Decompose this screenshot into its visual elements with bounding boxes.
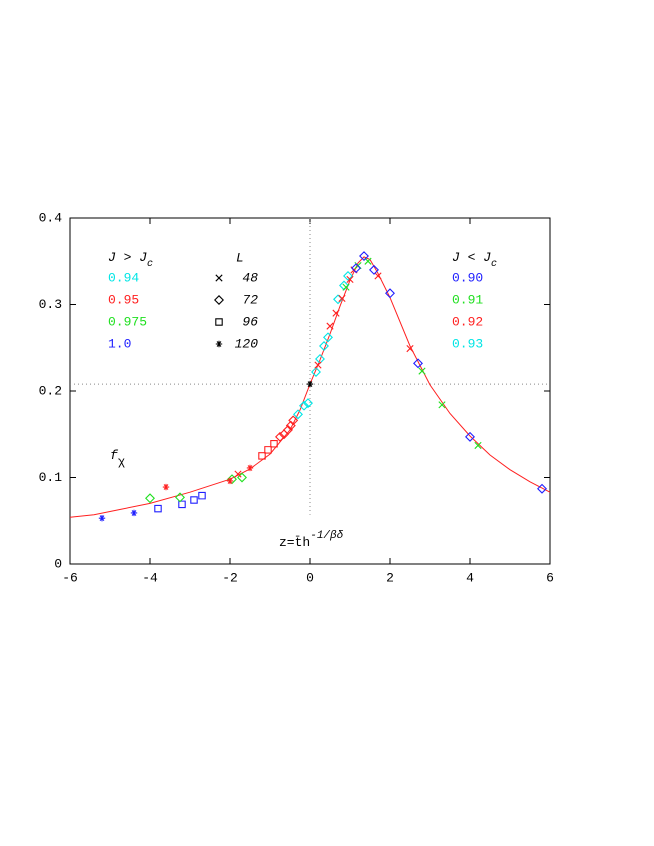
data-point [351, 263, 361, 274]
data-point [299, 400, 309, 411]
y-tick-label: 0.3 [39, 297, 62, 312]
data-point [338, 294, 346, 303]
data-point [474, 441, 482, 450]
legend-title: J > Jc [108, 250, 153, 269]
legend-label: 0.94 [108, 270, 139, 285]
y-tick-label: 0.1 [39, 470, 63, 485]
x-tick-label: 2 [386, 570, 394, 585]
data-point [145, 493, 155, 504]
data-point [178, 500, 186, 509]
data-point [418, 367, 426, 375]
data-point [537, 483, 547, 494]
y-tick-label: 0.4 [39, 210, 63, 225]
data-point [438, 401, 446, 409]
x-label-sup: -1/βδ [310, 530, 343, 542]
legend-label: 0.92 [452, 314, 483, 329]
data-point [162, 483, 170, 491]
data-point [175, 492, 185, 503]
data-point [374, 272, 382, 280]
x-tick-label: 0 [306, 570, 314, 585]
data-point [465, 431, 475, 442]
legend-label: 48 [242, 270, 258, 285]
data-point [258, 452, 266, 460]
legend-title-sub: c [491, 259, 497, 270]
legend-title-sub: c [147, 259, 153, 270]
legend-label: 1.0 [108, 336, 131, 351]
x-label-main: z=t̄h [279, 535, 310, 550]
data-point [275, 431, 285, 442]
legend-label: 0.91 [452, 292, 483, 307]
legend-label: 0.95 [108, 292, 139, 307]
y-tick-label: 0.2 [39, 383, 62, 398]
data-point [311, 366, 321, 377]
data-point [314, 361, 322, 369]
legend-title: L [236, 250, 244, 265]
data-point [270, 440, 278, 448]
data-point [319, 341, 329, 351]
legend-label: 0.90 [452, 270, 483, 285]
data-point [323, 332, 333, 343]
data-point [359, 251, 369, 262]
x-tick-label: 6 [546, 570, 554, 585]
data-point [406, 345, 414, 353]
data-point [303, 398, 313, 409]
data-point [385, 288, 395, 299]
legend-title-main: J < J [452, 250, 491, 265]
data-point [306, 380, 314, 388]
data-point [98, 514, 106, 522]
legend-label: 0.93 [452, 336, 483, 351]
legend-marker [215, 340, 223, 348]
x-tick-label: -4 [142, 570, 158, 585]
legend-title: J < Jc [452, 250, 497, 269]
y-axis-label: fχ [110, 448, 125, 469]
x-tick-label: -6 [62, 570, 78, 585]
legend-marker [214, 295, 224, 305]
x-tick-label: -2 [222, 570, 238, 585]
data-point [190, 496, 198, 504]
data-point [246, 464, 254, 472]
data-point [234, 470, 242, 478]
legend-label: 72 [242, 292, 258, 307]
data-point [332, 309, 340, 317]
legend-marker [215, 274, 223, 282]
data-point [288, 415, 299, 426]
data-point [343, 270, 353, 281]
data-point [283, 424, 293, 435]
data-point [237, 472, 247, 483]
data-point [264, 446, 272, 454]
legend-label: 120 [235, 336, 259, 351]
data-point [293, 409, 303, 420]
data-point [369, 264, 379, 275]
y-label-main: f [110, 448, 119, 463]
legend-title-main: J > J [108, 250, 147, 265]
data-point [326, 322, 334, 330]
data-point [226, 477, 234, 485]
legend-label: 0.975 [108, 314, 147, 329]
x-tick-label: 4 [466, 570, 474, 585]
data-point [154, 504, 162, 513]
data-point [198, 491, 206, 500]
y-tick-label: 0 [54, 556, 62, 571]
x-axis-label: z=t̄h-1/βδ [279, 530, 344, 551]
data-point [413, 358, 423, 369]
legend-label: 96 [242, 314, 258, 329]
y-label-sub: χ [118, 455, 125, 469]
data-point [342, 283, 350, 291]
data-point [130, 509, 138, 517]
data-point [346, 275, 354, 284]
legend-marker [215, 318, 223, 326]
